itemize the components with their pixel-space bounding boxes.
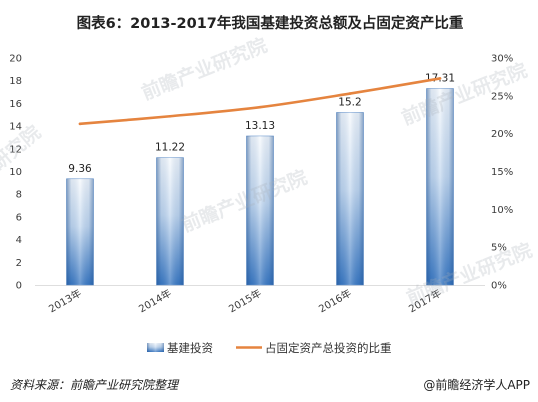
ratio-line-point-2 xyxy=(168,114,172,118)
bar-shade xyxy=(156,157,184,285)
ratio-line xyxy=(78,77,442,126)
watermark-text: 前瞻产业研究院 xyxy=(138,33,270,104)
bar-shade xyxy=(336,112,364,285)
bar-data-label: 15.2 xyxy=(338,96,361,108)
y-left-tick-label: 6 xyxy=(16,212,22,223)
bar-shade xyxy=(246,135,274,285)
y-right-tick-label: 25% xyxy=(491,91,513,102)
y-right-tick-label: 0% xyxy=(491,281,507,292)
y-left-tick-label: 14 xyxy=(9,122,22,133)
bar-data-label: 13.13 xyxy=(245,120,275,132)
ratio-line-series xyxy=(78,77,442,126)
watermark-text: 前瞻产业研究院 xyxy=(0,121,45,224)
y-axis-left: 0 2 4 6 8 10 12 14 16 18 20 xyxy=(9,54,22,292)
legend: 基建投资 占固定资产总投资的比重 xyxy=(147,341,392,355)
y-left-tick-label: 0 xyxy=(16,281,22,292)
credit-label: @前瞻经济学人APP xyxy=(423,377,530,392)
bar-shade xyxy=(426,88,454,286)
y-right-tick-label: 10% xyxy=(491,205,513,216)
y-left-tick-label: 2 xyxy=(16,258,22,269)
ratio-line-point-1 xyxy=(78,122,82,126)
x-tick-label: 2014年 xyxy=(136,286,173,315)
y-left-tick-label: 20 xyxy=(9,54,22,65)
bar-data-label: 11.22 xyxy=(155,142,185,154)
source-note: 资料来源：前瞻产业研究院整理 xyxy=(10,378,180,392)
bar-5 xyxy=(426,88,454,286)
y-right-tick-label: 5% xyxy=(491,243,507,254)
ratio-line-point-4 xyxy=(348,92,352,95)
legend-swatch-bar-shade xyxy=(147,343,164,352)
bar-shade xyxy=(66,178,94,285)
bar-1 xyxy=(66,178,94,286)
x-tick-label: 2015年 xyxy=(226,286,263,315)
y-left-tick-label: 8 xyxy=(16,190,22,201)
x-axis: 2013年 2014年 2015年 2016年 2017年 xyxy=(46,286,443,315)
bar-2 xyxy=(156,157,184,286)
chart-title: 图表6：2013-2017年我国基建投资总额及占固定资产比重 xyxy=(77,14,464,32)
ratio-line-point-3 xyxy=(258,105,262,109)
watermark-text: 前瞻产业研究院 xyxy=(178,165,310,236)
bar-data-label: 9.36 xyxy=(68,163,92,175)
legend-label-line: 占固定资产总投资的比重 xyxy=(265,341,392,355)
x-tick-label: 2016年 xyxy=(316,286,353,315)
y-left-tick-label: 16 xyxy=(9,99,22,110)
watermark-text: 前瞻产业研究院 xyxy=(403,238,535,309)
ratio-line-point-5 xyxy=(438,77,442,80)
y-right-tick-label: 15% xyxy=(491,167,513,178)
y-left-tick-label: 4 xyxy=(16,235,22,246)
bar-4 xyxy=(336,112,364,286)
y-axis-right: 0% 5% 10% 15% 20% 25% 30% xyxy=(491,54,513,292)
legend-item-line: 占固定资产总投资的比重 xyxy=(236,341,392,355)
legend-item-bar: 基建投资 xyxy=(147,341,213,355)
bar-series xyxy=(66,88,454,286)
x-tick-label: 2013年 xyxy=(46,286,83,315)
y-left-tick-label: 12 xyxy=(9,144,22,155)
y-right-tick-label: 20% xyxy=(491,129,513,140)
y-left-tick-label: 18 xyxy=(9,76,22,87)
legend-label-bar: 基建投资 xyxy=(167,341,213,355)
bar-3 xyxy=(246,135,274,286)
y-left-tick-label: 10 xyxy=(9,167,22,178)
y-right-tick-label: 30% xyxy=(491,54,513,65)
